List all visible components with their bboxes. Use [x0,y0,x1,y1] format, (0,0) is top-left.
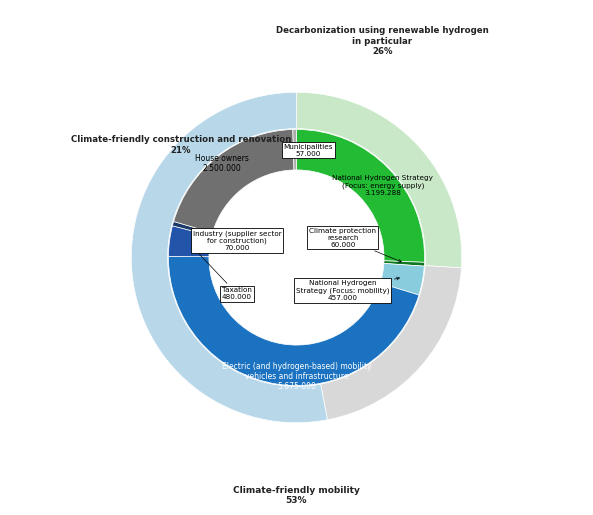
Wedge shape [296,92,462,268]
Text: House owners
2.500.000: House owners 2.500.000 [195,154,249,173]
Text: Decarbonization using renewable hydrogen
in particular
26%: Decarbonization using renewable hydrogen… [276,26,489,56]
Text: National Hydrogen
Strategy (Focus: mobility)
457.000: National Hydrogen Strategy (Focus: mobil… [296,277,400,301]
Wedge shape [384,261,425,266]
Text: National Hydrogen Strategy
(Focus: energy supply)
3.199.288: National Hydrogen Strategy (Focus: energ… [332,176,433,196]
Text: Taxation
480.000: Taxation 480.000 [192,246,252,300]
Text: Climate-friendly construction and renovation
21%: Climate-friendly construction and renova… [71,135,291,155]
Text: Municipalities
57.000: Municipalities 57.000 [283,144,333,157]
Text: Climate protection
research
60.000: Climate protection research 60.000 [310,228,401,262]
Wedge shape [174,129,294,233]
Wedge shape [321,266,461,420]
Wedge shape [296,129,425,262]
Text: Industry (supplier sector
for construction)
70.000: Industry (supplier sector for constructi… [193,229,282,251]
Text: Electric (and hydrogen-based) mobility
vehicles and infrastructure
5.675.000: Electric (and hydrogen-based) mobility v… [222,362,371,391]
Wedge shape [131,92,327,423]
Text: Climate-friendly mobility
53%: Climate-friendly mobility 53% [233,486,360,505]
Wedge shape [173,221,212,236]
Wedge shape [380,264,424,295]
Wedge shape [168,256,419,386]
Wedge shape [293,129,296,170]
Wedge shape [168,226,212,256]
